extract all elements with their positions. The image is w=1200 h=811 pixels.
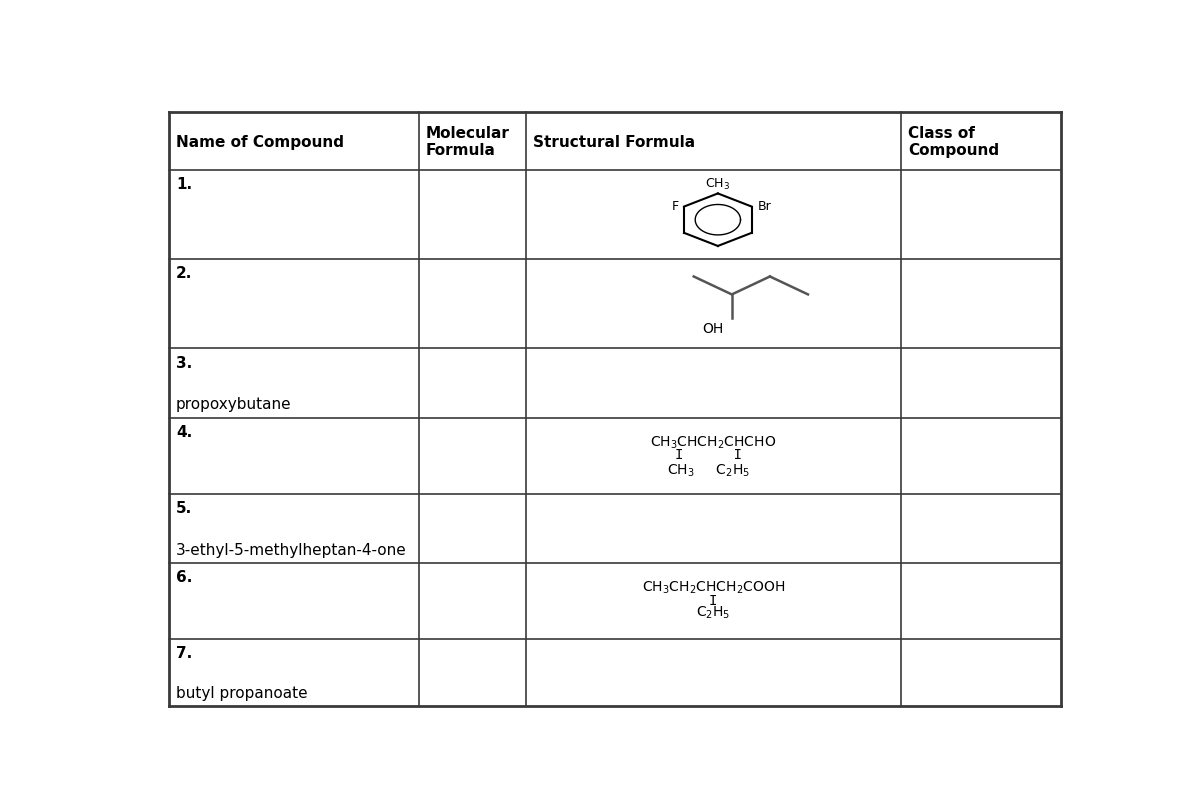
Text: CH$_3$     C$_2$H$_5$: CH$_3$ C$_2$H$_5$ [667,461,750,478]
Text: CH$_3$: CH$_3$ [706,177,731,191]
Text: Class of
Compound: Class of Compound [908,126,1000,158]
Text: CH$_3$CHCH$_2$CHCHO: CH$_3$CHCH$_2$CHCHO [650,434,776,450]
Text: 4.: 4. [176,424,192,440]
Text: 7.: 7. [176,646,192,660]
Text: CH$_3$CH$_2$CHCH$_2$COOH: CH$_3$CH$_2$CHCH$_2$COOH [642,579,785,595]
Text: 2.: 2. [176,266,192,281]
Text: Br: Br [757,200,772,212]
Text: 3.: 3. [176,355,192,370]
Text: 6.: 6. [176,569,192,585]
Text: 3-ethyl-5-methylheptan-4-one: 3-ethyl-5-methylheptan-4-one [176,542,407,557]
Text: F: F [671,200,678,212]
Text: propoxybutane: propoxybutane [176,397,292,412]
Text: Structural Formula: Structural Formula [533,135,695,149]
Text: butyl propanoate: butyl propanoate [176,685,307,700]
Text: 5.: 5. [176,500,192,515]
Text: I      I: I I [676,448,742,461]
Text: C$_2$H$_5$: C$_2$H$_5$ [696,604,731,620]
Text: I: I [709,593,718,607]
Text: 1.: 1. [176,177,192,192]
Text: Name of Compound: Name of Compound [176,135,344,149]
Text: Molecular
Formula: Molecular Formula [426,126,510,158]
Text: OH: OH [702,322,724,336]
